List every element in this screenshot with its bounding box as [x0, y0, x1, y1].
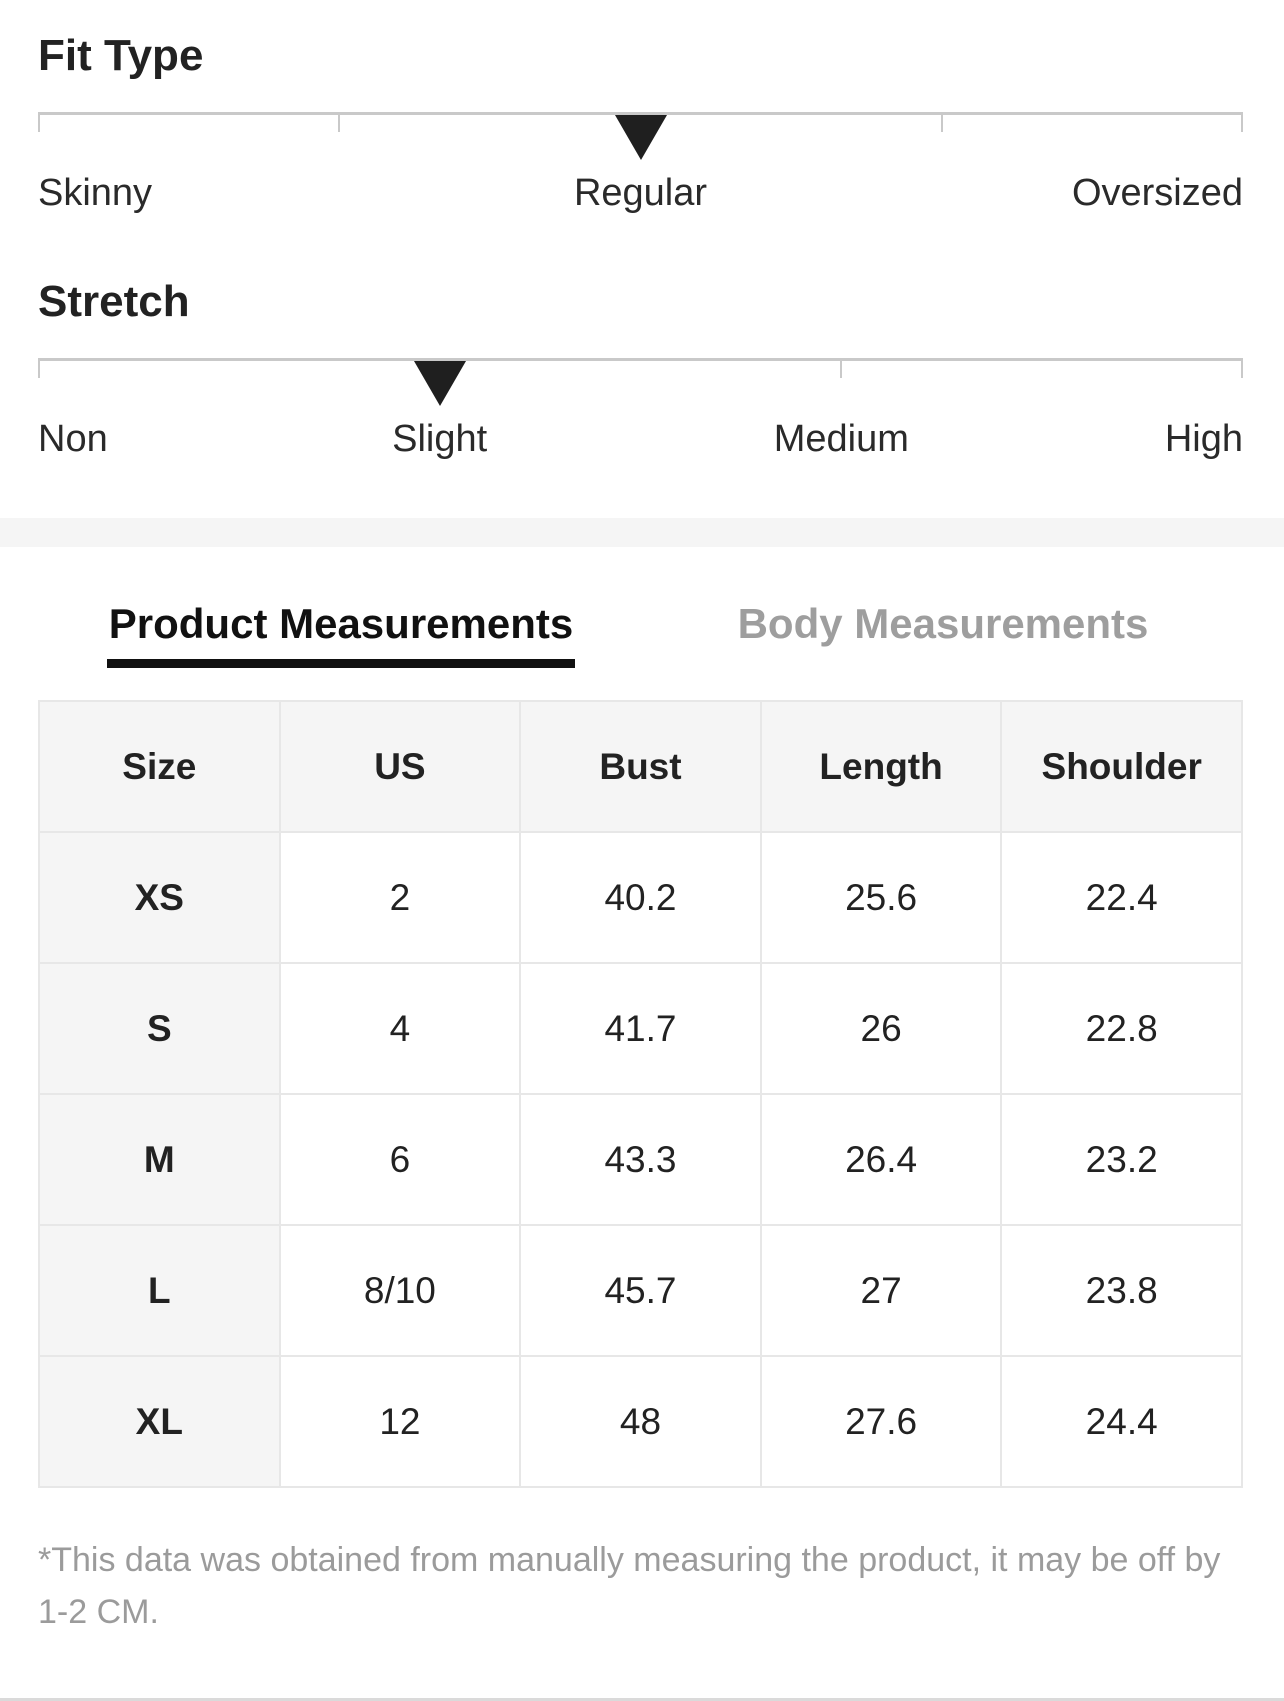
size-cell-m: M	[38, 1093, 281, 1226]
column-header-shoulder: Shoulder	[1000, 700, 1243, 833]
table-row-xs: XS 2 40.2 25.6 22.4	[38, 831, 1243, 964]
cell-s-length: 26	[759, 962, 1003, 1095]
scale-label-medium: Medium	[773, 418, 909, 460]
scale-tick	[1241, 358, 1243, 378]
cell-l-bust: 45.7	[519, 1224, 762, 1357]
measurements-table-header: Size US Bust Length Shoulder	[38, 700, 1243, 833]
cell-xs-bust: 40.2	[519, 831, 762, 964]
cell-l-length: 27	[759, 1224, 1003, 1357]
scale-tick	[840, 358, 843, 378]
table-row-m: M 6 43.3 26.4 23.2	[38, 1093, 1243, 1226]
section-divider-band	[0, 518, 1284, 547]
fit-type-selected-marker-triangle	[614, 115, 667, 160]
scale-label-non: Non	[38, 418, 108, 460]
size-cell-xl: XL	[38, 1355, 281, 1488]
column-header-length: Length	[759, 700, 1003, 833]
stretch-title: Stretch	[38, 277, 190, 326]
size-cell-s: S	[38, 962, 281, 1095]
scale-label-regular: Regular	[573, 172, 708, 214]
scale-tick	[38, 112, 40, 132]
measurement-disclaimer: *This data was obtained from manually me…	[38, 1541, 1221, 1631]
fit-type-section: Fit Type Skinny Regular Oversized Stretch …	[0, 30, 1284, 462]
scale-label-slight: Slight	[392, 418, 488, 460]
tab-body-measurements[interactable]: Body Measurements	[642, 595, 1244, 668]
cell-l-shoulder: 23.8	[1000, 1224, 1243, 1357]
scale-label-oversized: Oversized	[1071, 172, 1243, 214]
scale-tick	[940, 112, 943, 132]
cell-s-us: 4	[278, 962, 522, 1095]
scale-label-high: High	[1164, 418, 1243, 460]
cell-m-length: 26.4	[759, 1093, 1003, 1226]
tab-body-measurements-label: Body Measurements	[737, 600, 1149, 647]
cell-xl-us: 12	[278, 1355, 522, 1488]
tab-product-measurements-label: Product Measurements	[106, 595, 576, 668]
scale-tick	[1241, 112, 1243, 132]
cell-xl-length: 27.6	[759, 1355, 1003, 1488]
column-header-size: Size	[38, 700, 281, 833]
measurements-table: Size US Bust Length Shoulder XS 2 40.2 25.6 22.4…	[38, 700, 1243, 1488]
cell-xl-bust: 48	[519, 1355, 762, 1488]
stretch-selected-marker-triangle	[413, 361, 466, 406]
scale-line	[38, 358, 1243, 361]
measurements-tabs: Product Measurements Body Measurements	[0, 595, 1284, 668]
column-header-bust: Bust	[519, 700, 762, 833]
scale-line	[38, 112, 1243, 115]
cell-s-shoulder: 22.8	[1000, 962, 1243, 1095]
size-cell-xs: XS	[38, 831, 281, 964]
fit-type-title: Fit Type	[38, 31, 204, 80]
table-row-xl: XL 12 48 27.6 24.4	[38, 1355, 1243, 1488]
scale-tick	[338, 112, 341, 132]
column-header-us: US	[278, 700, 522, 833]
cell-xl-shoulder: 24.4	[1000, 1355, 1243, 1488]
cell-m-shoulder: 23.2	[1000, 1093, 1243, 1226]
cell-m-us: 6	[278, 1093, 522, 1226]
cell-l-us: 8/10	[278, 1224, 522, 1357]
cell-m-bust: 43.3	[519, 1093, 762, 1226]
table-row-s: S 4 41.7 26 22.8	[38, 962, 1243, 1095]
scale-label-skinny: Skinny	[38, 172, 153, 214]
tab-product-measurements[interactable]: Product Measurements	[40, 595, 642, 668]
scale-tick	[38, 358, 40, 378]
size-cell-l: L	[38, 1224, 281, 1357]
cell-xs-length: 25.6	[759, 831, 1003, 964]
fit-type-scale-labels: Skinny Regular Oversized	[38, 170, 1243, 216]
table-header-row: Size US Bust Length Shoulder	[38, 700, 1243, 833]
cell-s-bust: 41.7	[519, 962, 762, 1095]
cell-xs-us: 2	[278, 831, 522, 964]
stretch-scale-bar	[38, 358, 1243, 406]
stretch-scale-labels: Non Slight Medium High	[38, 416, 1243, 462]
fit-type-scale-bar	[38, 112, 1243, 160]
table-row-l: L 8/10 45.7 27 23.8	[38, 1224, 1243, 1357]
cell-xs-shoulder: 22.4	[1000, 831, 1243, 964]
measurements-table-body: XS 2 40.2 25.6 22.4 S 4 41.7 26 22.8 M 6 43.3 26.4 23.…	[38, 831, 1243, 1488]
